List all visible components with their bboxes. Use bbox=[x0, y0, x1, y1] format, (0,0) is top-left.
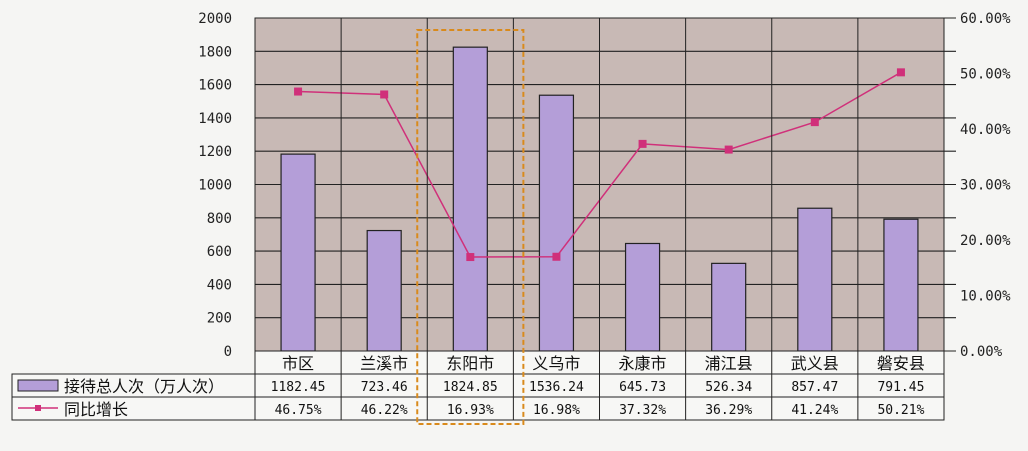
left-tick-label: 800 bbox=[207, 211, 232, 227]
right-tick-label: 20.00% bbox=[960, 233, 1011, 249]
growth-value-label: 46.75% bbox=[275, 403, 322, 418]
bar-磐安县 bbox=[883, 218, 919, 352]
growth-point-市区 bbox=[294, 87, 303, 96]
data-table: 市区 1182.45 46.75% 兰溪市 723.46 46.22% 东阳市 1824.85… bbox=[11, 18, 945, 421]
right-tick-label: 30.00% bbox=[960, 178, 1011, 194]
line-legend-marker bbox=[35, 405, 41, 411]
category-label: 永康市 bbox=[619, 354, 667, 373]
bar-legend-label: 接待总人次（万人次） bbox=[64, 377, 224, 396]
growth-value-label: 37.32% bbox=[619, 403, 666, 418]
left-tick-label: 1000 bbox=[198, 178, 232, 194]
growth-point-义乌市 bbox=[552, 252, 561, 261]
growth-value-label: 16.93% bbox=[447, 403, 494, 418]
category-label: 武义县 bbox=[791, 354, 839, 373]
bar-value-label: 857.47 bbox=[791, 380, 838, 395]
bar-浦江县 bbox=[711, 262, 747, 352]
bar-legend-swatch bbox=[17, 379, 59, 392]
highlight-dashed-box bbox=[416, 29, 525, 425]
bar-东阳市 bbox=[452, 46, 488, 352]
right-tick-label: 10.00% bbox=[960, 289, 1011, 305]
category-label: 浦江县 bbox=[705, 354, 753, 373]
left-tick-label: 1800 bbox=[198, 44, 232, 60]
left-tick-label: 200 bbox=[207, 311, 232, 327]
left-tick-label: 0 bbox=[224, 344, 232, 360]
bar-value-label: 1824.85 bbox=[443, 380, 498, 395]
growth-point-武义县 bbox=[810, 118, 819, 127]
growth-value-label: 46.22% bbox=[361, 403, 408, 418]
left-tick-label: 1400 bbox=[198, 111, 232, 127]
growth-point-磐安县 bbox=[896, 68, 905, 77]
growth-point-东阳市 bbox=[466, 253, 475, 262]
growth-value-label: 36.29% bbox=[705, 403, 752, 418]
right-tick-label: 40.00% bbox=[960, 122, 1011, 138]
bar-value-label: 723.46 bbox=[361, 380, 408, 395]
left-tick-label: 1200 bbox=[198, 144, 232, 160]
category-label: 市区 bbox=[282, 354, 314, 373]
category-label: 兰溪市 bbox=[360, 354, 408, 373]
category-label: 东阳市 bbox=[446, 354, 494, 373]
right-tick-label: 50.00% bbox=[960, 67, 1011, 83]
growth-value-label: 16.98% bbox=[533, 403, 580, 418]
bar-市区 bbox=[280, 153, 316, 352]
growth-point-浦江县 bbox=[724, 145, 733, 154]
bar-value-label: 791.45 bbox=[877, 380, 924, 395]
bar-value-label: 1182.45 bbox=[271, 380, 326, 395]
bar-兰溪市 bbox=[366, 229, 402, 352]
left-tick-label: 400 bbox=[207, 277, 232, 293]
category-label: 义乌市 bbox=[532, 354, 580, 373]
left-tick-label: 2000 bbox=[198, 11, 232, 27]
left-tick-label: 600 bbox=[207, 244, 232, 260]
line-legend-label: 同比增长 bbox=[64, 400, 128, 419]
right-axis-ticks: 0.00% 10.00% 20.00% 30.00% 40.00% 50.00% 60.00… bbox=[960, 11, 1011, 360]
bar-永康市 bbox=[624, 242, 661, 352]
growth-value-label: 50.21% bbox=[877, 403, 924, 418]
right-tick-label: 60.00% bbox=[960, 11, 1011, 27]
growth-point-永康市 bbox=[638, 139, 647, 148]
growth-value-label: 41.24% bbox=[791, 403, 838, 418]
bar-value-label: 526.34 bbox=[705, 380, 752, 395]
bar-武义县 bbox=[797, 207, 833, 352]
left-axis-ticks: 0 200 400 600 800 1000 1200 1400 1600 1800 2000 bbox=[198, 11, 232, 360]
bar-value-label: 645.73 bbox=[619, 380, 666, 395]
left-tick-label: 1600 bbox=[198, 78, 232, 94]
category-label: 磐安县 bbox=[877, 354, 925, 373]
growth-point-兰溪市 bbox=[380, 90, 389, 99]
right-tick-label: 0.00% bbox=[960, 344, 1003, 360]
bar-series bbox=[280, 46, 919, 352]
bar-义乌市 bbox=[538, 94, 575, 352]
bar-value-label: 1536.24 bbox=[529, 380, 584, 395]
highlight-box bbox=[416, 29, 525, 425]
